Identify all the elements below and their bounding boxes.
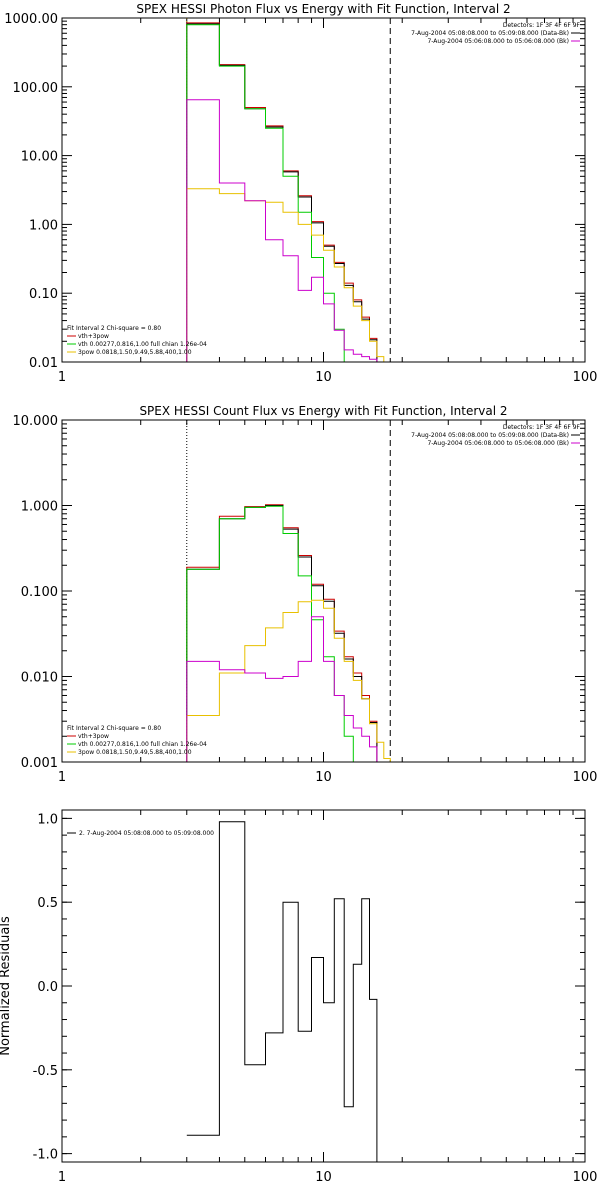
detectors-label: Detectors: 1F 3F 4F 6F 9F [503,22,581,29]
info-line: 7-Aug-2004 05:06:08.000 to 05:06:08.000 … [427,38,569,45]
legend-entry: 2. 7-Aug-2004 05:08:08.000 to 05:09:08.0… [79,830,214,837]
legend-entry: vth 0.00277,0.816,1.00 full chian 1.26e-… [78,741,207,748]
y-tick-label: 0.001 [21,756,58,771]
plot-frame [61,419,586,763]
y-tick-label: 0.0 [37,980,58,995]
y-tick-label: 0.01 [29,356,58,371]
chart-panel-2: SPEX HESSI Count Flux vs Energy with Fit… [13,404,598,785]
legend-header: Fit Interval 2 Chi-square = 0.80 [67,725,161,732]
x-tick-label: 1 [58,770,66,785]
legend-entry: vth 0.00277,0.816,1.00 full chian 1.26e-… [78,341,207,348]
y-axis-label: Normalized Residuals [0,916,13,1056]
info-line: 7-Aug-2004 05:08:08.000 to 05:09:08.000 … [411,30,569,37]
chart-title: SPEX HESSI Photon Flux vs Energy with Fi… [136,2,510,16]
y-tick-label: 1.000 [21,500,58,515]
series-line-3 [186,188,385,362]
y-tick-label: -0.5 [33,1064,58,1079]
y-tick-label: 1.0 [37,812,58,827]
legend-entry: vth+3pow [78,733,109,740]
x-tick-label: 100 [573,770,598,785]
y-tick-label: 100.00 [13,81,59,96]
series-line-0 [186,821,391,1162]
y-tick-label: 10.000 [13,414,59,429]
series-line-4 [186,616,378,762]
y-tick-label: 10.00 [21,150,58,165]
y-tick-label: 1.00 [29,218,58,233]
legend-entry: 3pow 0.0818,1.50,9.49,5.88,400,1.00 [78,349,192,356]
y-tick-label: 1000.00 [4,12,58,27]
y-tick-label: 0.100 [21,585,58,600]
y-tick-label: 0.10 [29,287,58,302]
legend-entry: vth+3pow [78,333,109,340]
plot-area [186,420,391,762]
plot-area [186,18,391,362]
x-tick-label: 1 [58,370,66,385]
series-line-3 [186,599,391,762]
chart-panel-1: SPEX HESSI Photon Flux vs Energy with Fi… [4,2,597,385]
y-tick-label: 0.5 [37,896,58,911]
series-line-1 [186,23,378,362]
legend-header: Fit Interval 2 Chi-square = 0.80 [67,325,161,332]
series-line-0 [186,504,378,762]
chart-title: SPEX HESSI Count Flux vs Energy with Fit… [139,404,507,418]
plot-frame [61,809,586,1163]
chart-panel-3: Normalized Residuals 1 10 100 -1.0 -0.5 0.0 0.5… [0,809,598,1185]
legend-entry: 3pow 0.0818,1.50,9.49,5.88,400,1.00 [78,749,192,756]
plot-area [186,821,391,1162]
plot-frame [61,17,586,363]
detectors-label: Detectors: 1F 3F 4F 6F 9F [503,424,581,431]
x-tick-label: 10 [315,370,332,385]
y-tick-label: -1.0 [33,1148,58,1163]
x-tick-label: 100 [573,370,598,385]
series-line-2 [186,505,354,762]
series-line-1 [186,505,378,762]
series-line-4 [186,99,378,362]
x-tick-label: 10 [315,770,332,785]
x-tick-label: 1 [58,1170,66,1185]
info-line: 7-Aug-2004 05:08:08.000 to 05:09:08.000 … [411,432,569,439]
y-tick-label: 0.010 [21,671,58,686]
series-line-2 [186,24,345,362]
info-line: 7-Aug-2004 05:06:08.000 to 05:06:08.000 … [427,440,569,447]
x-tick-label: 100 [573,1170,598,1185]
x-tick-label: 10 [315,1170,332,1185]
